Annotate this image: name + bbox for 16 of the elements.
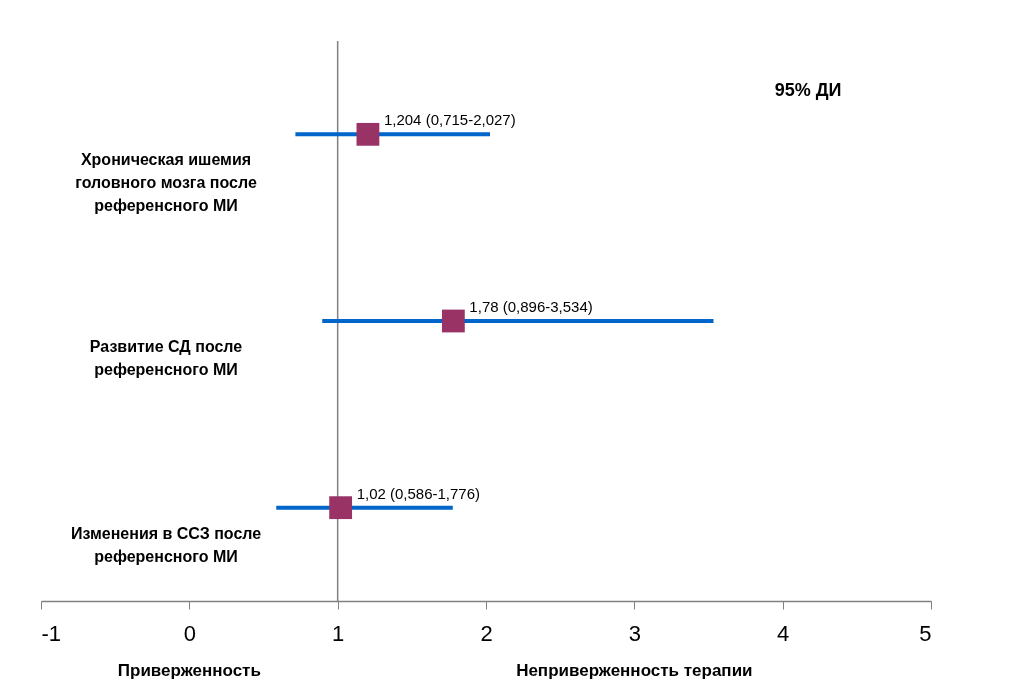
data-label: 1,02 (0,586-1,776) — [356, 484, 481, 502]
x-tick-label: 1 — [332, 620, 345, 646]
y-tick-label: Изменения в ССЗ после референсного МИ — [70, 524, 262, 565]
data-label: 1,78 (0,896-3,534) — [469, 298, 593, 315]
text: Приверженность — [117, 661, 261, 680]
x-tick-label: 4 — [777, 620, 790, 646]
x-tick-label: 3 — [628, 620, 641, 646]
y-tick-label: Развитие СД после референсного МИ — [89, 338, 243, 378]
x-tick-label: 5 — [919, 620, 932, 646]
text: Неприверженность терапии — [516, 661, 753, 680]
x-tick-label: 2 — [480, 620, 493, 646]
data-label: 1,204 (0,715-2,027) — [383, 111, 516, 129]
y-tick-label: Хроническая ишемия головного мозга после референсного МИ — [75, 151, 257, 215]
text: 95% ДИ — [774, 80, 842, 101]
x-tick-label: -1 — [41, 620, 62, 646]
x-tick-label: 0 — [183, 620, 196, 646]
